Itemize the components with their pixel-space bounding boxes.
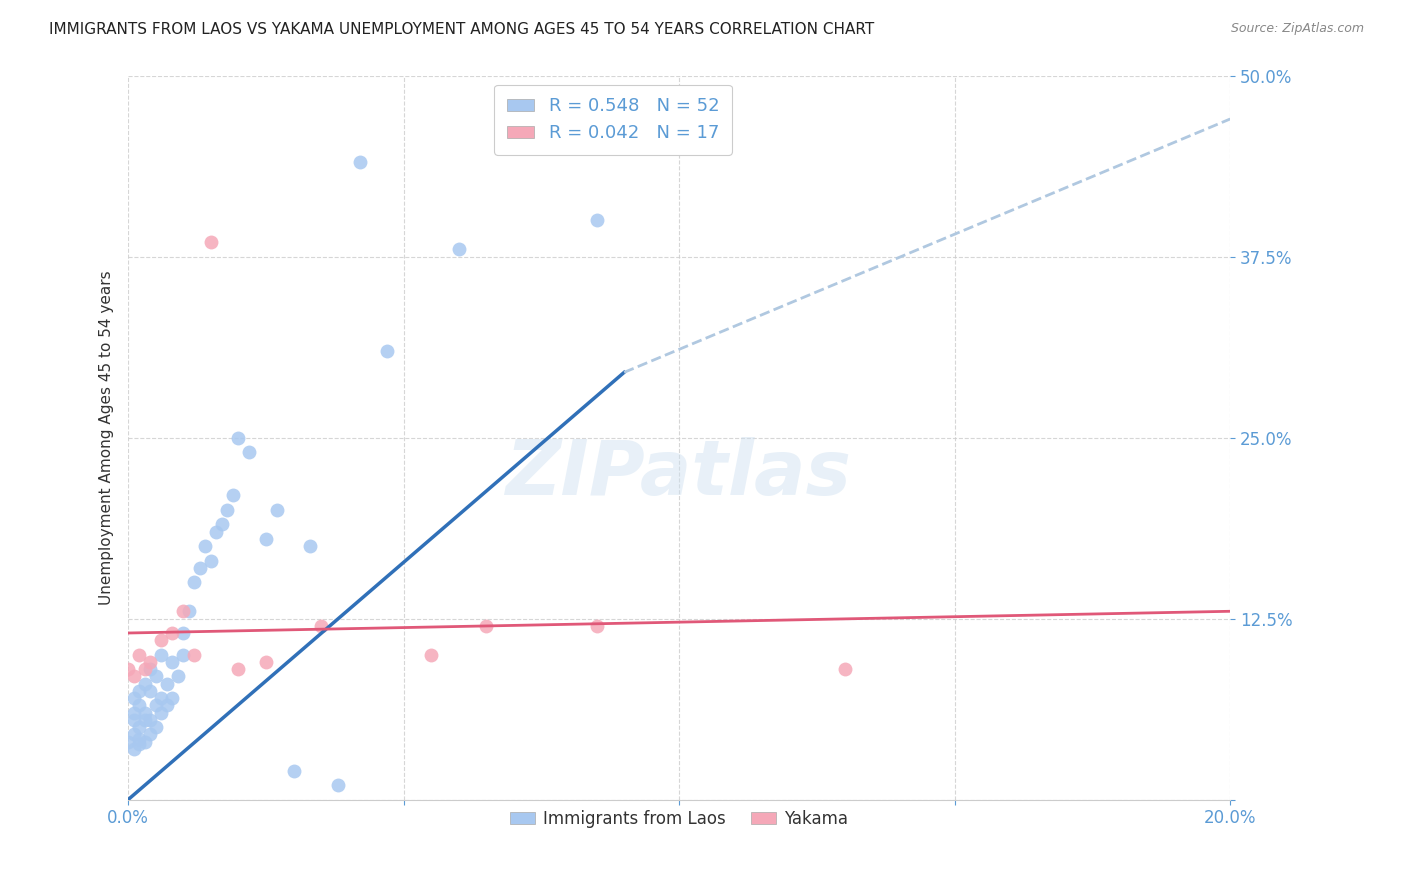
Point xyxy=(211,517,233,532)
Point xyxy=(134,713,156,727)
Point xyxy=(117,734,139,748)
Point xyxy=(145,720,167,734)
Point xyxy=(228,662,250,676)
Point xyxy=(217,503,239,517)
Point xyxy=(128,731,150,746)
Point xyxy=(128,684,150,698)
Point xyxy=(326,778,349,792)
Point xyxy=(283,764,305,778)
Point xyxy=(122,691,145,706)
Text: IMMIGRANTS FROM LAOS VS YAKAMA UNEMPLOYMENT AMONG AGES 45 TO 54 YEARS CORRELATIO: IMMIGRANTS FROM LAOS VS YAKAMA UNEMPLOYM… xyxy=(49,22,875,37)
Point xyxy=(122,713,145,727)
Point xyxy=(420,648,443,662)
Point xyxy=(139,655,162,669)
Point xyxy=(585,213,607,227)
Point xyxy=(139,684,162,698)
Point xyxy=(447,242,470,256)
Point xyxy=(299,539,322,553)
Point xyxy=(222,488,245,502)
Point xyxy=(200,553,222,567)
Point xyxy=(162,626,184,640)
Point xyxy=(134,734,156,748)
Point xyxy=(183,648,205,662)
Point xyxy=(156,698,179,713)
Point xyxy=(122,727,145,741)
Point xyxy=(150,706,173,720)
Point xyxy=(150,648,173,662)
Point xyxy=(177,604,200,618)
Point xyxy=(205,524,228,539)
Point xyxy=(128,720,150,734)
Point xyxy=(162,655,184,669)
Point xyxy=(188,561,211,575)
Point xyxy=(349,155,371,169)
Point xyxy=(172,626,194,640)
Point xyxy=(122,706,145,720)
Point xyxy=(375,343,398,358)
Point xyxy=(145,669,167,683)
Point xyxy=(134,676,156,690)
Text: Source: ZipAtlas.com: Source: ZipAtlas.com xyxy=(1230,22,1364,36)
Point xyxy=(139,662,162,676)
Legend: Immigrants from Laos, Yakama: Immigrants from Laos, Yakama xyxy=(503,804,855,835)
Point xyxy=(139,713,162,727)
Point xyxy=(183,575,205,590)
Point xyxy=(585,619,607,633)
Point xyxy=(134,706,156,720)
Point xyxy=(228,430,250,444)
Point xyxy=(266,503,288,517)
Text: ZIPatlas: ZIPatlas xyxy=(506,437,852,511)
Point xyxy=(128,698,150,713)
Point xyxy=(238,445,260,459)
Point xyxy=(254,655,277,669)
Point xyxy=(128,648,150,662)
Point xyxy=(172,604,194,618)
Point xyxy=(117,662,139,676)
Point xyxy=(145,698,167,713)
Point xyxy=(309,619,332,633)
Point xyxy=(254,532,277,546)
Point xyxy=(166,669,188,683)
Y-axis label: Unemployment Among Ages 45 to 54 years: Unemployment Among Ages 45 to 54 years xyxy=(100,270,114,605)
Point xyxy=(150,691,173,706)
Point xyxy=(475,619,498,633)
Point xyxy=(134,662,156,676)
Point xyxy=(194,539,217,553)
Point xyxy=(128,738,150,752)
Point xyxy=(834,662,856,676)
Point xyxy=(139,727,162,741)
Point xyxy=(122,669,145,683)
Point xyxy=(200,235,222,249)
Point xyxy=(172,648,194,662)
Point xyxy=(156,676,179,690)
Point xyxy=(150,633,173,648)
Point xyxy=(162,691,184,706)
Point xyxy=(122,742,145,756)
